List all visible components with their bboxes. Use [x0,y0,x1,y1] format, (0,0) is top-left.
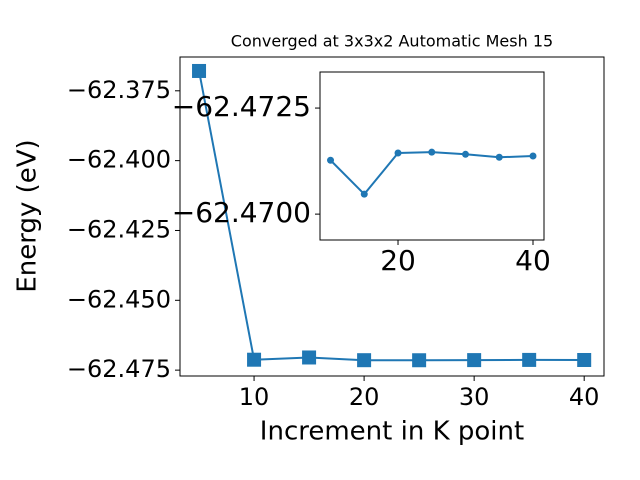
y-tick-label: −62.375 [67,76,171,104]
axes-frame [179,56,605,377]
data-marker [394,149,402,157]
data-marker [467,353,482,368]
y-tick-label: −62.475 [67,355,171,383]
x-axis-label: Increment in K point [260,417,524,447]
x-tick-label: 40 [569,383,600,411]
data-marker [428,148,436,156]
data-marker [192,63,207,78]
data-marker [577,352,592,367]
x-tick-label: 30 [459,383,490,411]
data-marker [327,156,335,164]
x-tick-label: 20 [349,383,380,411]
data-marker [522,352,537,367]
data-marker [302,350,317,365]
data-marker [529,152,537,160]
x-tick-label: 20 [380,244,416,277]
x-tick-label: 10 [239,383,270,411]
data-marker [495,153,503,161]
y-tick-label: −62.4700 [172,196,311,229]
data-marker [247,352,262,367]
y-tick-label: −62.450 [67,285,171,313]
axes-frame [319,71,545,241]
data-marker [360,190,368,198]
x-tick-label: 40 [515,244,551,277]
data-marker [412,353,427,368]
chart-title: Converged at 3x3x2 Automatic Mesh 15 [231,32,553,51]
data-line [198,70,585,362]
y-tick-label: −62.425 [67,215,171,243]
y-tick-label: −62.400 [67,146,171,174]
y-axis-label: Energy (eV) [13,139,43,292]
data-marker [462,150,470,158]
data-marker [357,353,372,368]
y-tick-label: −62.4725 [172,90,311,123]
